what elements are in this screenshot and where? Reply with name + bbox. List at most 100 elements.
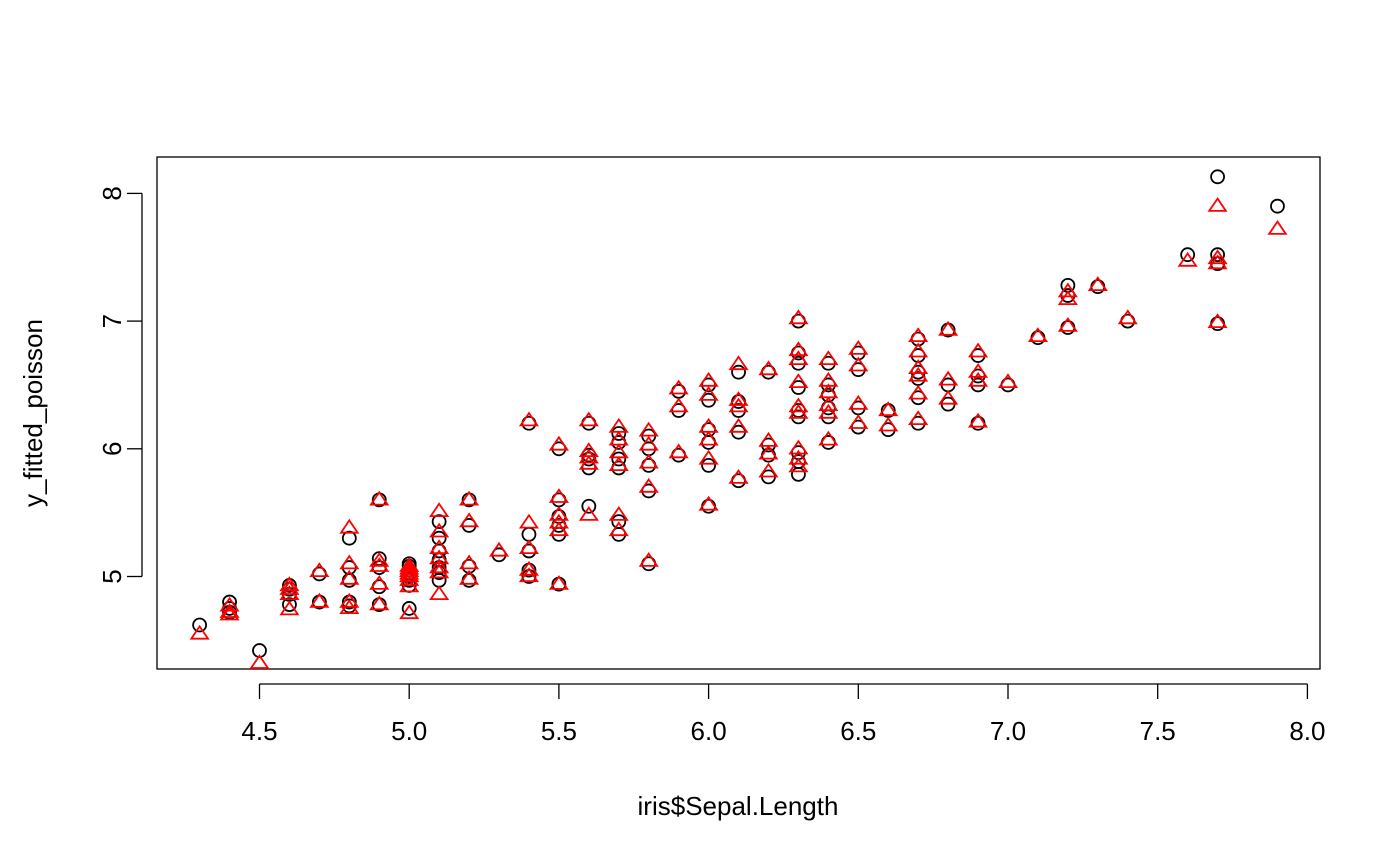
data-point-triangle (967, 412, 989, 428)
data-point-triangle (219, 605, 240, 621)
data-point-circle (791, 409, 806, 425)
data-point-circle (611, 451, 627, 467)
data-point-circle (1210, 169, 1225, 185)
data-point-circle (970, 348, 986, 363)
data-point-triangle (668, 443, 689, 459)
data-point-circle (491, 547, 507, 563)
data-point-triangle (848, 394, 869, 410)
data-point-triangle (758, 462, 779, 478)
x-tick-label: 8.0 (1289, 716, 1325, 746)
data-point-triangle (967, 362, 989, 378)
data-point-circle (910, 364, 926, 380)
data-point-triangle (219, 596, 240, 612)
x-tick-label: 7.0 (990, 716, 1026, 746)
data-point-triangle (818, 396, 839, 412)
data-point-circle (1210, 247, 1225, 263)
data-point-triangle (818, 403, 839, 419)
data-point-triangle (578, 442, 599, 458)
data-point-triangle (578, 505, 599, 521)
data-point-triangle (1207, 196, 1228, 212)
data-point-triangle (399, 564, 420, 580)
data-point-triangle (788, 457, 809, 473)
data-point-triangle (788, 309, 809, 325)
y-axis: 5 6 7 8 (97, 186, 143, 584)
data-point-triangle (1267, 219, 1288, 235)
data-point-circle (192, 617, 208, 633)
data-point-circle (521, 526, 537, 542)
data-point-circle (1210, 316, 1225, 332)
data-point-triangle (908, 342, 929, 358)
data-point-triangle (1057, 316, 1078, 332)
data-point-circle (431, 514, 447, 529)
data-point-triangle (728, 355, 749, 371)
data-point-triangle (429, 558, 450, 574)
data-point-triangle (458, 512, 480, 528)
data-point-triangle (429, 549, 450, 565)
data-point-triangle (1027, 327, 1049, 343)
data-point-circle (581, 498, 597, 514)
data-point-triangle (339, 569, 360, 585)
data-point-triangle (369, 595, 390, 611)
x-tick-label: 7.5 (1140, 716, 1176, 746)
data-point-triangle (818, 430, 839, 446)
data-point-triangle (938, 370, 959, 386)
data-point-triangle (788, 341, 809, 357)
data-point-circle (401, 601, 417, 616)
data-point-triangle (967, 371, 989, 387)
data-point-triangle (458, 554, 480, 570)
data-point-triangle (429, 522, 450, 538)
data-point-triangle (249, 654, 270, 669)
data-point-triangle (758, 431, 779, 447)
data-point-triangle (279, 576, 300, 592)
data-point-triangle (429, 502, 450, 517)
x-axis: 4.5 5.0 5.5 6.0 6.5 7.0 7.5 8.0 (241, 683, 1325, 746)
data-point-triangle (429, 539, 450, 554)
data-point-triangle (1207, 254, 1228, 270)
data-point-circle (671, 403, 687, 418)
data-point-triangle (878, 416, 899, 432)
data-point-triangle (279, 585, 300, 600)
data-point-triangle (399, 604, 420, 620)
data-point-circle (431, 530, 447, 546)
data-point-triangle (548, 521, 570, 537)
data-point-triangle (1207, 313, 1228, 329)
data-point-triangle (458, 490, 480, 506)
data-point-triangle (848, 414, 869, 429)
data-point-circle (341, 530, 357, 546)
data-point-triangle (848, 356, 869, 372)
data-point-triangle (189, 624, 210, 640)
data-point-triangle (399, 562, 420, 577)
data-point-triangle (279, 600, 300, 616)
data-point-triangle (997, 373, 1019, 389)
data-point-triangle (518, 539, 539, 554)
data-point-triangle (279, 580, 300, 595)
data-point-triangle (968, 342, 989, 358)
data-point-triangle (908, 384, 929, 400)
data-point-triangle (548, 575, 570, 590)
data-point-triangle (938, 320, 959, 336)
data-point-triangle (429, 585, 450, 600)
data-point-triangle (938, 389, 959, 405)
data-point-triangle (1087, 276, 1108, 292)
data-point-triangle (369, 551, 390, 567)
data-point-triangle (458, 569, 480, 585)
data-point-triangle (758, 360, 779, 376)
data-point-circle (701, 458, 716, 473)
data-point-triangle (608, 456, 629, 472)
data-point-triangle (399, 557, 420, 572)
data-point-triangle (1057, 290, 1078, 306)
data-point-circle (341, 572, 357, 588)
data-point-triangle (489, 541, 510, 557)
data-point-triangle (698, 449, 719, 465)
x-tick-label: 4.5 (241, 716, 277, 746)
data-point-circle (970, 415, 986, 431)
x-tick-label: 5.5 (541, 716, 577, 746)
x-tick-label: 6.5 (840, 716, 876, 746)
data-point-circle (1180, 247, 1196, 263)
data-point-triangle (219, 603, 240, 618)
data-point-triangle (518, 411, 539, 427)
data-point-triangle (668, 379, 689, 395)
y-axis-title: y_fitted_poisson (18, 319, 48, 507)
data-point-circle (731, 403, 746, 418)
data-point-triangle (878, 401, 899, 417)
